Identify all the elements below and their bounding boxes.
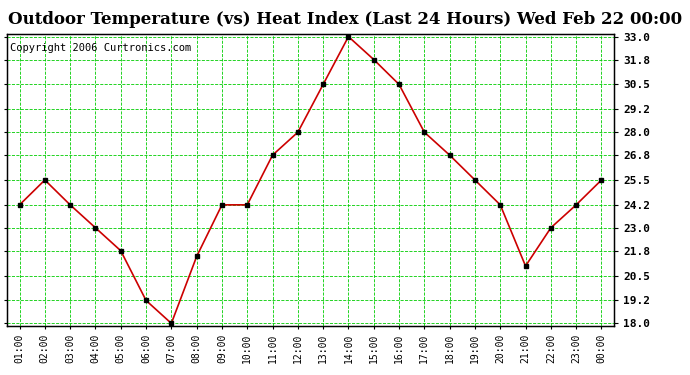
Text: Outdoor Temperature (vs) Heat Index (Last 24 Hours) Wed Feb 22 00:00: Outdoor Temperature (vs) Heat Index (Las… xyxy=(8,11,682,28)
Text: Copyright 2006 Curtronics.com: Copyright 2006 Curtronics.com xyxy=(10,42,191,52)
